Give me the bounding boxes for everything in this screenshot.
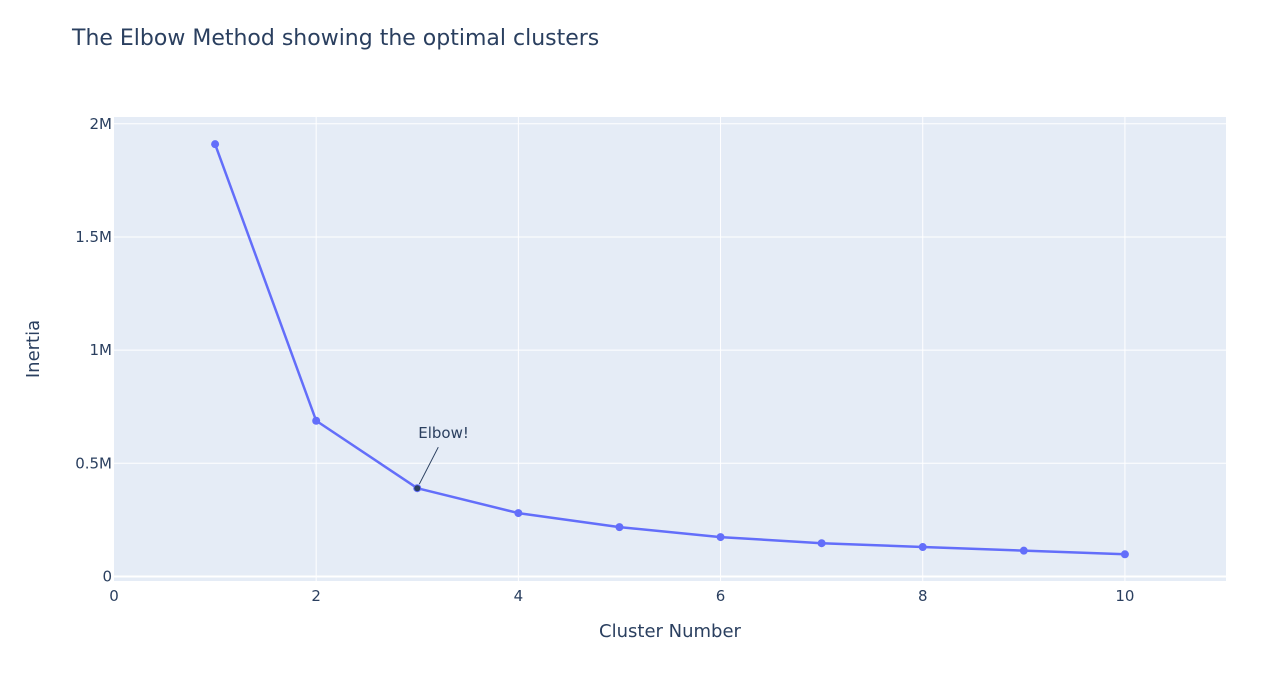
x-tick-label: 0	[109, 587, 119, 605]
annotation-arrow	[418, 446, 439, 485]
y-tick-label: 1.5M	[75, 228, 112, 246]
x-tick-label: 6	[716, 587, 726, 605]
data-point	[817, 539, 826, 548]
x-tick-label: 2	[311, 587, 321, 605]
data-point	[514, 509, 523, 518]
annotation-marker	[414, 485, 421, 492]
y-tick-label: 0.5M	[75, 454, 112, 472]
y-axis-title: Inertia	[23, 320, 44, 378]
x-axis-title: Cluster Number	[599, 621, 742, 642]
data-point	[211, 140, 220, 149]
plot-background	[114, 117, 1226, 581]
series-line	[213, 143, 1125, 556]
y-tick-label: 1M	[90, 341, 113, 359]
data-point	[312, 416, 321, 425]
data-point	[1019, 546, 1028, 555]
data-point	[615, 523, 624, 532]
data-point	[1120, 550, 1129, 559]
data-point	[716, 533, 725, 542]
data-point	[918, 543, 927, 552]
annotation-label: Elbow!	[418, 424, 469, 442]
x-tick-label: 10	[1115, 587, 1134, 605]
y-tick-label: 2M	[90, 115, 113, 133]
y-tick-label: 0	[102, 567, 112, 585]
x-tick-label: 4	[514, 587, 524, 605]
x-tick-label: 8	[918, 587, 928, 605]
chart-title: The Elbow Method showing the optimal clu…	[72, 26, 600, 51]
